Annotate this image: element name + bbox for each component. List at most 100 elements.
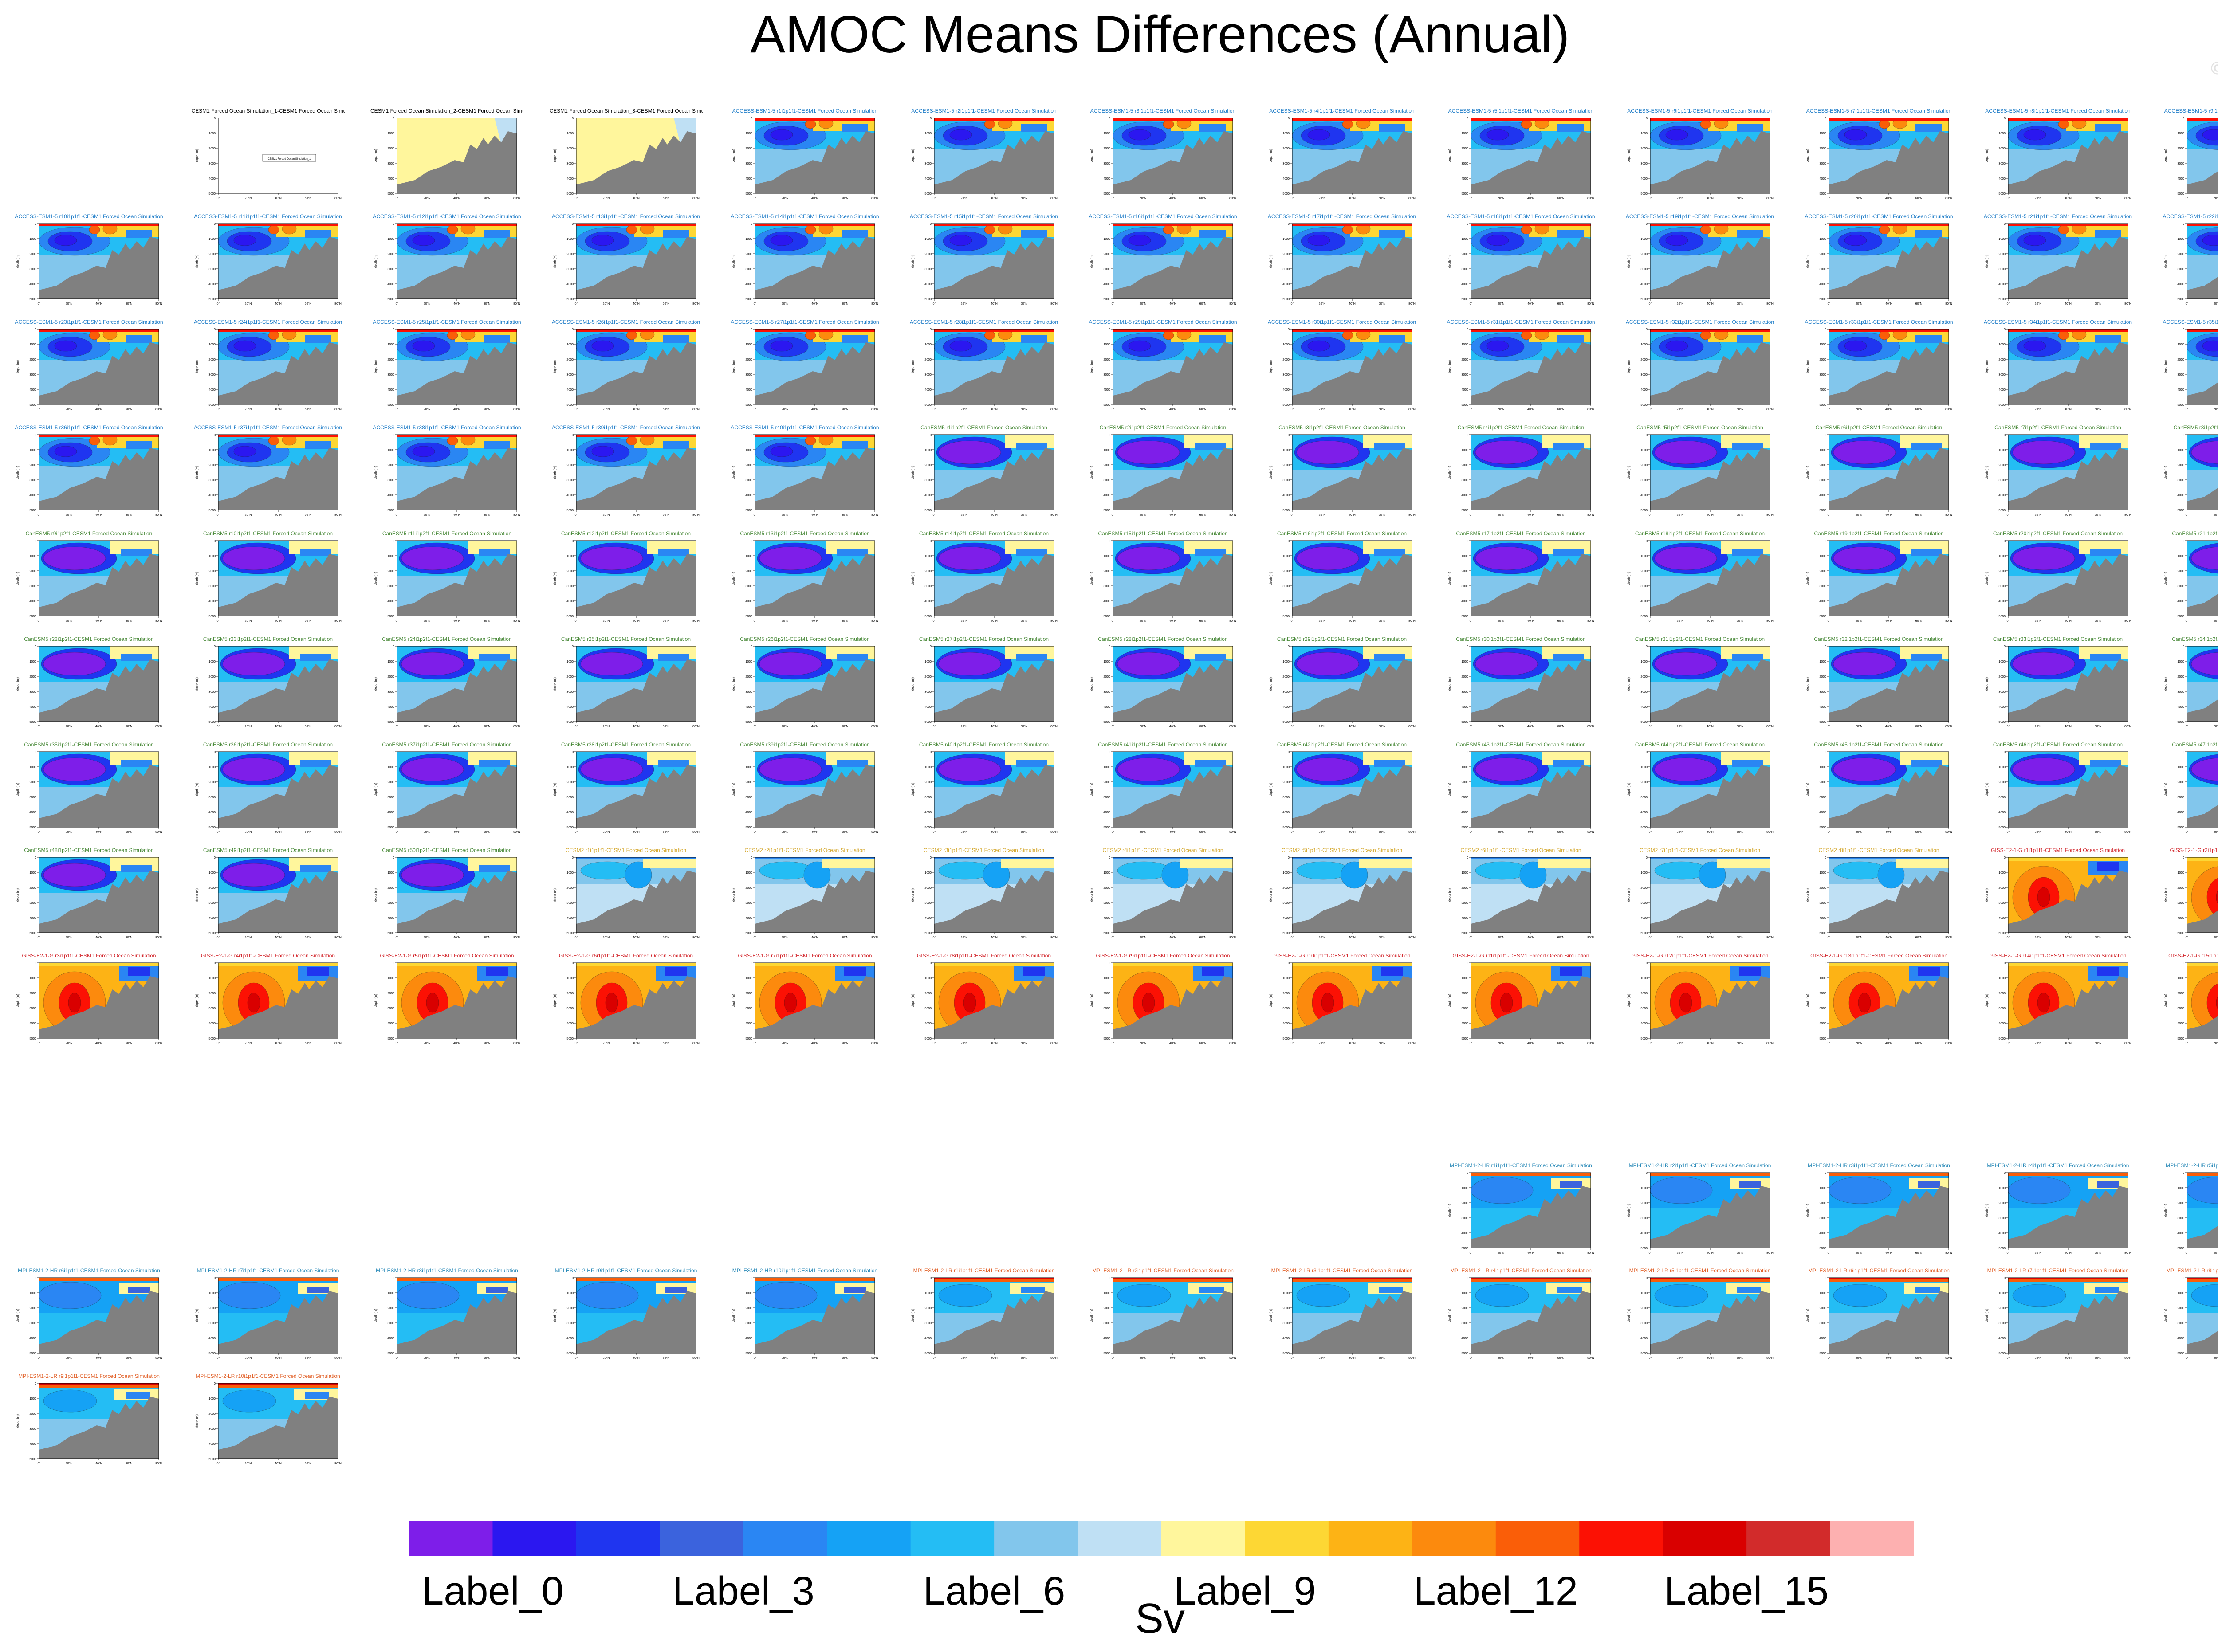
panel-title: MPI-ESM1-2-LR r5i1p1f1-CESM1 Forced Ocea… [1629,1267,1771,1274]
x-tick-label: 80°N [1050,830,1058,834]
panel-title: ACCESS-ESM1-5 r11i1p1f1-CESM1 Forced Oce… [194,213,342,220]
y-tick-label: 5000 [1819,721,1826,724]
y-tick-label: 1000 [208,660,216,663]
contour-band [218,1278,338,1281]
x-tick-label: 60°N [484,830,491,834]
bathymetry [934,237,1054,299]
x-tick-label: 0° [1828,936,1831,939]
x-tick-label: 40°N [275,1356,282,1360]
y-axis-label: depth (m) [1090,466,1093,479]
x-tick-label: 60°N [2094,1041,2101,1045]
y-tick-label: 3000 [1819,479,1826,482]
x-tick-label: 80°N [1229,1356,1236,1360]
y-tick-label: 3000 [29,1428,36,1431]
contour-band [934,1278,1054,1282]
contour-cell [1321,993,1334,1013]
bathymetry [1113,659,1233,722]
y-tick-label: 1000 [2177,555,2184,558]
x-tick-label: 20°N [602,725,610,728]
x-tick-label: 40°N [811,1356,818,1360]
y-tick-label: 2000 [924,887,932,890]
x-tick-label: 20°N [602,1041,610,1045]
contour-cell [1844,129,1867,141]
y-tick-label: 0 [2004,434,2006,437]
panel-title: CanESM5 r8i1p2f1-CESM1 Forced Ocean Simu… [2173,424,2218,431]
panel: CanESM5 r26i1p2f1-CESM1 Forced Ocean Sim… [728,635,881,734]
y-tick-label: 5000 [1103,826,1110,829]
contour-band [1380,967,1403,976]
y-tick-label: 3000 [1998,691,2006,694]
panel: ACCESS-ESM1-5 r23i1p1f1-CESM1 Forced Oce… [12,318,165,417]
contour-band [304,230,331,238]
y-tick-label: 1000 [387,449,394,452]
y-tick-label: 0 [2004,856,2006,859]
y-tick-label: 4000 [1819,1337,1826,1340]
y-tick-label: 4000 [1282,600,1290,603]
x-tick-label: 40°N [1169,830,1176,834]
y-tick-label: 0 [35,434,36,437]
contour-cell [1519,861,1547,889]
y-tick-label: 4000 [1461,177,1468,181]
y-tick-label: 1000 [1640,766,1648,769]
y-tick-label: 1000 [745,977,752,980]
panel-title: ACCESS-ESM1-5 r2i1p1f1-CESM1 Forced Ocea… [911,108,1057,114]
panel: ACCESS-ESM1-5 r12i1p1f1-CESM1 Forced Oce… [370,212,523,312]
contour-band [2094,1287,2119,1293]
x-tick-label: 20°N [424,302,431,306]
x-tick-label: 0° [754,513,757,517]
x-tick-label: 0° [574,513,578,517]
x-tick-label: 20°N [1856,1251,1863,1255]
y-tick-label: 0 [1646,434,1648,437]
y-tick-label: 0 [1109,751,1110,754]
panel-title: ACCESS-ESM1-5 r15i1p1f1-CESM1 Forced Oce… [909,213,1058,220]
y-tick-label: 3000 [2177,585,2184,588]
y-tick-label: 2000 [1282,781,1290,784]
panel-title: CanESM5 r24i1p2f1-CESM1 Forced Ocean Sim… [382,636,512,642]
y-tick-label: 2000 [29,887,36,890]
contour-band [1471,224,1591,226]
x-tick-label: 60°N [662,513,669,517]
y-tick-label: 1000 [387,343,394,346]
y-axis-label: depth (m) [1270,149,1273,162]
x-tick-label: 60°N [842,408,849,411]
contour-band [2090,549,2121,556]
contour-band [755,224,875,226]
x-tick-label: 20°N [1676,830,1683,834]
y-tick-label: 3000 [2177,796,2184,799]
contour-band [121,549,152,556]
y-axis-label: depth (m) [1806,1204,1809,1217]
y-tick-label: 4000 [1998,283,2006,286]
panel: GISS-E2-1-G r5i1p1f1-CESM1 Forced Ocean … [370,951,523,1051]
bathymetry [1650,554,1770,616]
y-tick-label: 4000 [1461,600,1468,603]
panel: CanESM5 r37i1p2f1-CESM1 Forced Ocean Sim… [370,740,523,840]
contour-band [755,435,875,437]
x-tick-label: 60°N [662,830,669,834]
y-tick-label: 0 [393,117,394,120]
bathymetry [1292,342,1412,404]
x-tick-label: 80°N [155,408,162,411]
x-tick-label: 60°N [1915,936,1923,939]
y-tick-label: 3000 [1640,1007,1648,1010]
y-tick-label: 3000 [29,1322,36,1325]
x-tick-label: 80°N [871,725,878,728]
x-tick-label: 20°N [2034,302,2041,306]
y-tick-label: 3000 [1282,585,1290,588]
y-tick-label: 1000 [387,555,394,558]
y-tick-label: 1000 [1282,1292,1290,1295]
x-tick-label: 40°N [811,408,818,411]
y-tick-label: 2000 [1103,781,1110,784]
panel: MPI-ESM1-2-LR r4i1p1f1-CESM1 Forced Ocea… [1444,1266,1597,1366]
y-tick-label: 5000 [208,721,216,724]
x-tick-label: 20°N [66,1041,73,1045]
y-axis-label: depth (m) [1628,466,1631,479]
contour-band [1650,329,1770,332]
panel-title: CanESM5 r18i1p2f1-CESM1 Forced Ocean Sim… [1635,530,1765,537]
